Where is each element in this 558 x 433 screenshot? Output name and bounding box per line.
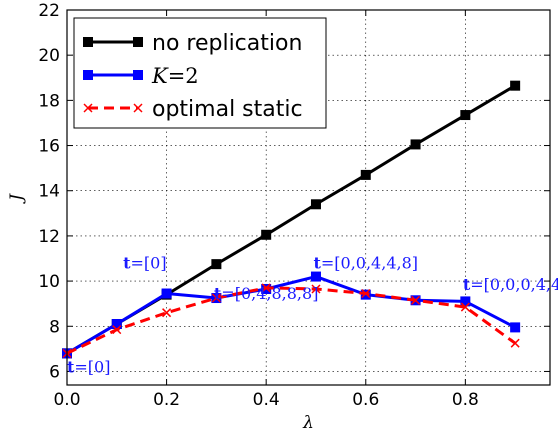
data-point [211,259,222,270]
legend-box [73,17,327,129]
y-tick-label: 20 [38,46,60,66]
data-point [460,302,470,312]
annotation-label: t=[0,0,0,4,4] [463,275,558,294]
data-point [460,296,471,307]
legend-marker [83,70,93,80]
data-point [361,288,371,299]
legend-item-1: K=2 [83,64,199,88]
data-point [311,284,321,294]
data-point [161,288,172,299]
legend-item-2: optimal static [83,97,303,122]
legend-label: K=2 [151,64,199,88]
y-tick-label: 10 [38,272,60,292]
x-tick-label: 0.4 [253,390,280,410]
data-point [112,325,122,335]
data-point [411,295,421,305]
data-point [360,169,371,180]
legend-marker [83,103,93,113]
y-tick-label: 12 [38,227,60,247]
data-point [310,199,321,210]
data-point [410,139,421,150]
y-tick-label: 16 [38,137,60,157]
series-line [66,286,517,355]
y-tick-label: 18 [38,91,60,111]
y-tick-label: 14 [38,182,60,202]
data-point [310,271,321,282]
x-tick-label: 0.6 [352,390,379,410]
data-point [510,322,521,333]
annotation-label: t=[0,0,4,4,8] [313,254,418,273]
annotations: t=[0] t=[0] t=[0,4,8,8,8] t=[0,0,4,4,8] t=[0… [67,254,558,377]
y-tick-label: 6 [49,362,60,382]
data-point [211,293,221,303]
data-point [460,110,471,121]
data-point [261,229,272,240]
annotation-label: t=[0,4,8,8,8] [214,284,319,303]
x-tick-label: 0.2 [153,390,180,410]
x-tick-label: 0.8 [452,390,479,410]
annotation-label: t=[0] [67,358,110,377]
data-point [510,80,521,91]
legend-label: no replication [152,31,302,56]
legend-label: optimal static [152,97,303,122]
legend-item-0: no replication [83,31,302,56]
legend-marker [133,37,143,47]
legend-marker [133,103,143,113]
data-point [510,338,520,348]
x-tick-label: 0.0 [53,390,80,410]
y-tick-label: 8 [49,317,60,337]
axis-ticks: 0.0 0.2 0.4 0.6 0.8 6 8 10 12 14 16 18 20 22 [38,1,550,410]
series-line [66,275,516,355]
y-axis-label: J [7,193,27,204]
data-point [162,308,172,318]
data-point [261,283,271,293]
x-axis-label: λ [302,413,314,433]
legend-marker [133,70,143,80]
annotation-label: t=[0] [123,254,166,273]
plot-frame [66,9,551,386]
series-2 [62,283,520,358]
y-tick-label: 22 [38,1,60,21]
legend-marker [83,37,93,47]
legend: no replication K=2 optimal static [73,17,327,129]
plot-series [62,80,521,359]
